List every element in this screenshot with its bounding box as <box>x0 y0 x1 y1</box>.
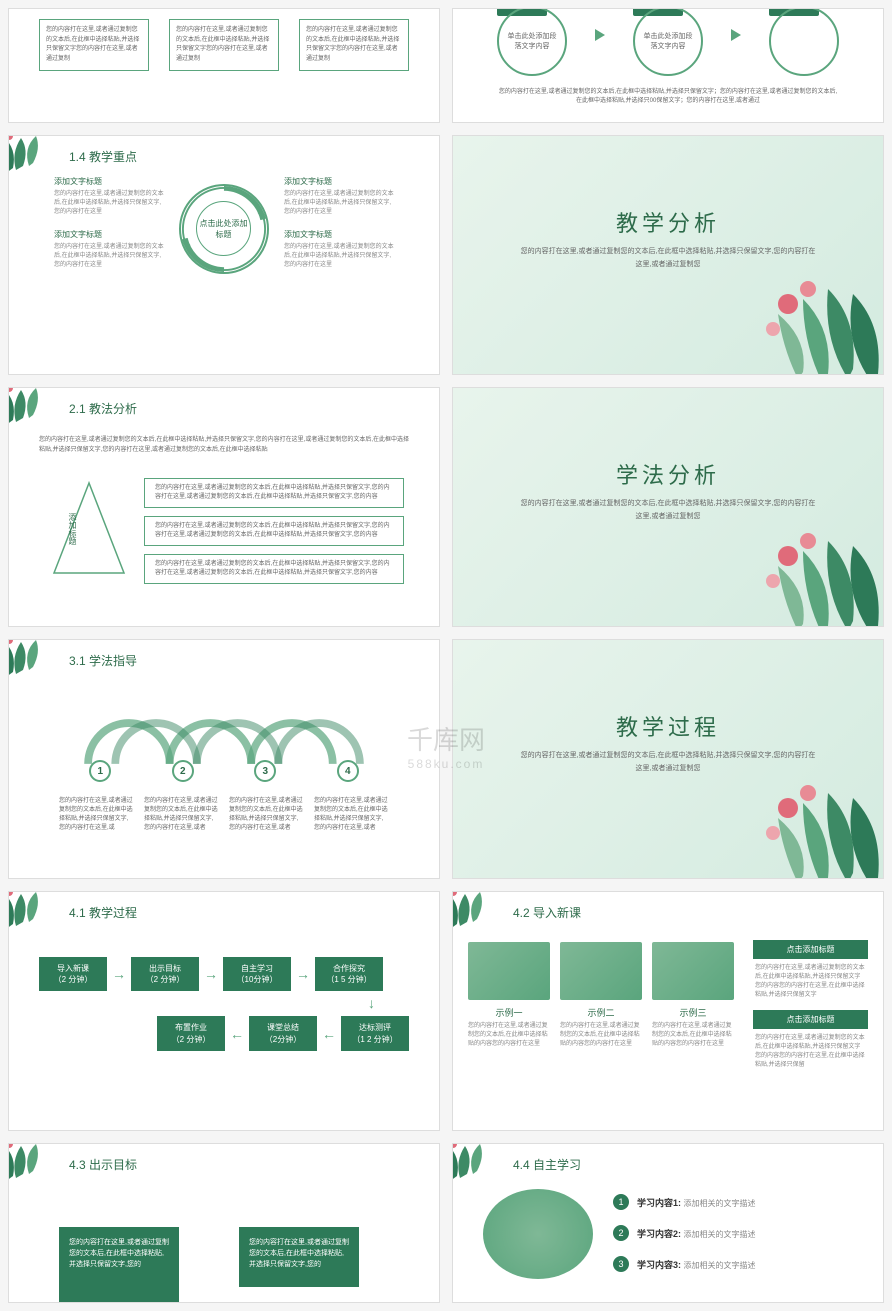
ex-desc-2: 您的内容打在这里,或者通过复制您的文本后,在此框中选择粘贴的内容您的内容打在这里 <box>560 1022 642 1049</box>
section-4-title: 教学分析 <box>616 206 720 238</box>
slide-9-title: 4.1 教学过程 <box>69 904 137 921</box>
arc-num-3: 3 <box>254 760 276 782</box>
slide-8-section: 教学过程 您的内容打在这里,或者通过复制您的文本后,在此框中选择粘贴,并选择只保… <box>452 639 884 879</box>
flow-box: 自主学习 （10分钟） <box>223 957 291 991</box>
leaf-icon <box>8 135 51 178</box>
leaf-icon <box>452 891 495 934</box>
arc-desc-3: 您的内容打在这里,或者通过复制您的文本后,在此框中选择粘贴,并选择只保留文字,您… <box>229 797 304 833</box>
leaf-big-icon <box>753 748 884 879</box>
slide-1-cols: 您的内容打在这里,或者通过复制您的文本后,在此框中选择粘贴,并选择只保留文字您的… <box>8 8 440 123</box>
target-box-2: 您的内容打在这里,或者通过复制您的文本后,在此框中选择粘贴,并选择只保留文字,您… <box>239 1227 359 1287</box>
slide-12-selfstudy: 4.4 自主学习 1 学习内容1: 添加相关的文字描述 2 学习内容2: 添加相… <box>452 1143 884 1303</box>
arrow-right-icon: → <box>296 966 310 982</box>
leaf-big-icon <box>753 244 884 375</box>
ex-title-1: 示例一 <box>468 1006 550 1019</box>
leaf-icon <box>452 1143 495 1186</box>
slide-10-title: 4.2 导入新课 <box>513 904 581 921</box>
slide-7-guide: 3.1 学法指导 1 2 3 4 您的内容打在这里,或者通过复制您的文本后,在此… <box>8 639 440 879</box>
example-image-1 <box>468 942 550 1000</box>
left-item-1-desc: 您的内容打在这里,或者通过复制您的文本后,在此框中选择粘贴,并选择只保留文字,您… <box>54 190 164 217</box>
arc-num-2: 2 <box>172 760 194 782</box>
left-item-2-desc: 您的内容打在这里,或者通过复制您的文本后,在此框中选择粘贴,并选择只保留文字,您… <box>54 243 164 270</box>
slide-9-flow: 4.1 教学过程 导入新课 （2 分钟） → 出示目标 （2 分钟） → 自主学… <box>8 891 440 1131</box>
ex-title-3: 示例三 <box>652 1006 734 1019</box>
right-item-1-title: 添加文字标题 <box>284 176 394 187</box>
right-item-2-desc: 您的内容打在这里,或者通过复制您的文本后,在此框中选择粘贴,并选择只保留文字,您… <box>284 243 394 270</box>
flow-box: 课堂总结 （2分钟） <box>249 1016 317 1050</box>
arrow-right-icon: → <box>112 966 126 982</box>
arrow-down-icon: ↓ <box>368 995 375 1011</box>
flow-box: 合作探究 （1 5 分钟） <box>315 957 383 991</box>
arrow-icon <box>595 29 605 41</box>
arc-desc-1: 您的内容打在这里,或者通过复制您的文本后,在此框中选择粘贴,并选择只保留文字,您… <box>59 797 134 833</box>
arc-desc-4: 您的内容打在这里,或者通过复制您的文本后,在此框中选择粘贴,并选择只保留文字,您… <box>314 797 389 833</box>
learn-num-2: 2 <box>613 1225 629 1241</box>
arc-num-4: 4 <box>337 760 359 782</box>
col-2: 您的内容打在这里,或者通过复制您的文本后,在此框中选择粘贴,并选择只保留文字您的… <box>169 19 279 71</box>
leaf-icon <box>8 639 51 682</box>
right-item-1-desc: 您的内容打在这里,或者通过复制您的文本后,在此框中选择粘贴,并选择只保留文字,您… <box>284 190 394 217</box>
arrow-left-icon: ← <box>322 1026 336 1042</box>
cycle-center: 点击此处添加标题 <box>196 201 251 256</box>
ex-title-2: 示例二 <box>560 1006 642 1019</box>
left-item-1-title: 添加文字标题 <box>54 176 164 187</box>
goal-circle-1: 单击此处添加段落文字内容 <box>497 8 567 76</box>
arc-desc-2: 您的内容打在这里,或者通过复制您的文本后,在此框中选择粘贴,并选择只保留文字,您… <box>144 797 219 833</box>
ex-desc-1: 您的内容打在这里,或者通过复制您的文本后,在此框中选择粘贴的内容您的内容打在这里 <box>468 1022 550 1049</box>
slide-5-methods: 2.1 教法分析 您的内容打在这里,或者通过复制您的文本后,在此框中选择粘贴,并… <box>8 387 440 627</box>
learn-num-1: 1 <box>613 1194 629 1210</box>
leaf-icon <box>8 387 51 430</box>
learn-image <box>483 1189 593 1279</box>
flow-box: 导入新课 （2 分钟） <box>39 957 107 991</box>
col-3: 您的内容打在这里,或者通过复制您的文本后,在此框中选择粘贴,并选择只保留文字您的… <box>299 19 409 71</box>
arrow-left-icon: ← <box>230 1026 244 1042</box>
flow-box: 布置作业 （2 分钟） <box>157 1016 225 1050</box>
learn-num-3: 3 <box>613 1256 629 1272</box>
slide-10-intro: 4.2 导入新课 示例一 您的内容打在这里,或者通过复制您的文本后,在此框中选择… <box>452 891 884 1131</box>
tri-box-3: 您的内容打在这里,或者通过复制您的文本后,在此框中选择粘贴,并选择只保留文字,您… <box>144 554 404 584</box>
learn-text-3: 学习内容3: 添加相关的文字描述 <box>637 1258 756 1271</box>
learn-text-1: 学习内容1: 添加相关的文字描述 <box>637 1196 756 1209</box>
left-item-2-title: 添加文字标题 <box>54 229 164 240</box>
flow-box: 达标测评 （1 2 分钟） <box>341 1016 409 1050</box>
slide-11-targets: 4.3 出示目标 您的内容打在这里,或者通过复制您的文本后,在此框中选择粘贴,并… <box>8 1143 440 1303</box>
ex-desc-3: 您的内容打在这里,或者通过复制您的文本后,在此框中选择粘贴的内容您的内容打在这里 <box>652 1022 734 1049</box>
leaf-icon <box>8 1143 51 1186</box>
arrow-icon <box>731 29 741 41</box>
flow-box: 出示目标 （2 分钟） <box>131 957 199 991</box>
tri-box-2: 您的内容打在这里,或者通过复制您的文本后,在此框中选择粘贴,并选择只保留文字,您… <box>144 516 404 546</box>
slide-12-title: 4.4 自主学习 <box>513 1156 581 1173</box>
goal-circle-3 <box>769 8 839 76</box>
slide-5-title: 2.1 教法分析 <box>69 400 137 417</box>
slide-4-section: 教学分析 您的内容打在这里,或者通过复制您的文本后,在此框中选择粘贴,并选择只保… <box>452 135 884 375</box>
right-box-1-desc: 您的内容打在这里,或者通过复制您的文本后,在此框中选择粘贴,并选择只保留文字您的… <box>753 959 868 1010</box>
right-item-2-title: 添加文字标题 <box>284 229 394 240</box>
leaf-icon <box>8 891 51 934</box>
example-image-2 <box>560 942 642 1000</box>
arc-num-1: 1 <box>89 760 111 782</box>
leaf-big-icon <box>753 496 884 627</box>
right-box-2-title: 点击添加标题 <box>753 1010 868 1029</box>
slide-6-section: 学法分析 您的内容打在这里,或者通过复制您的文本后,在此框中选择粘贴,并选择只保… <box>452 387 884 627</box>
arrow-right-icon: → <box>204 966 218 982</box>
section-6-title: 学法分析 <box>616 458 720 490</box>
right-box-2-desc: 您的内容打在这里,或者通过复制您的文本后,在此框中选择粘贴,并选择只保留文字您的… <box>753 1029 868 1080</box>
slide-5-desc: 您的内容打在这里,或者通过复制您的文本后,在此框中选择粘贴,并选择只保留文字,您… <box>39 436 409 455</box>
tri-label: 添加标题 <box>67 513 78 545</box>
slide-3-title: 1.4 教学重点 <box>69 148 137 165</box>
slide-2-goals: 知识目标 单击此处添加段落文字内容 能力目标 单击此处添加段落文字内容 情感目标… <box>452 8 884 123</box>
target-box-1: 您的内容打在这里,或者通过复制您的文本后,在此框中选择粘贴,并选择只保留文字,您… <box>59 1227 179 1302</box>
slide-11-title: 4.3 出示目标 <box>69 1156 137 1173</box>
tri-box-1: 您的内容打在这里,或者通过复制您的文本后,在此框中选择粘贴,并选择只保留文字,您… <box>144 478 404 508</box>
slide-7-title: 3.1 学法指导 <box>69 652 137 669</box>
col-1: 您的内容打在这里,或者通过复制您的文本后,在此框中选择粘贴,并选择只保留文字您的… <box>39 19 149 71</box>
right-box-1-title: 点击添加标题 <box>753 940 868 959</box>
slide-3-focus: 1.4 教学重点 添加文字标题 您的内容打在这里,或者通过复制您的文本后,在此框… <box>8 135 440 375</box>
goal-circle-2: 单击此处添加段落文字内容 <box>633 8 703 76</box>
example-image-3 <box>652 942 734 1000</box>
learn-text-2: 学习内容2: 添加相关的文字描述 <box>637 1227 756 1240</box>
goals-desc: 您的内容打在这里,或者通过复制您的文本后,在此框中选择粘贴,并选择只保留文字；您… <box>496 88 840 107</box>
section-8-title: 教学过程 <box>616 710 720 742</box>
